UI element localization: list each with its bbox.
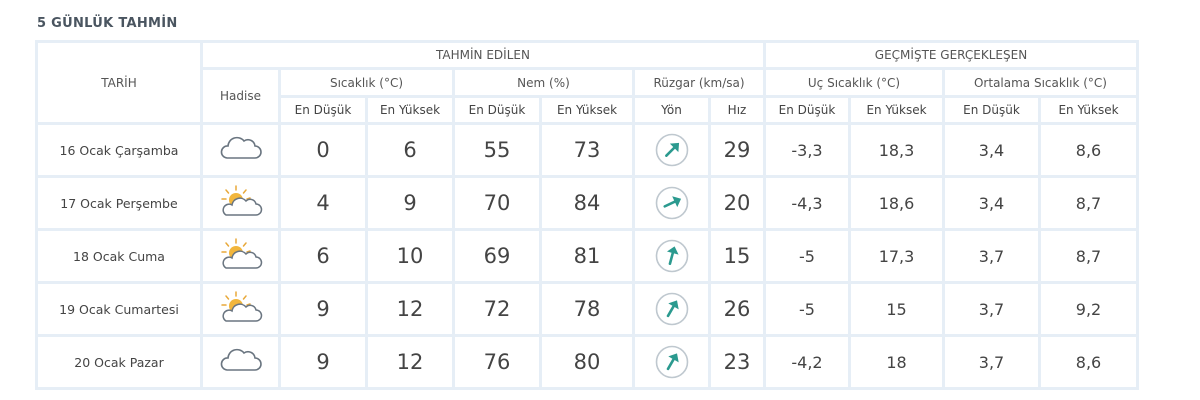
weather-cell (203, 125, 278, 175)
wind-direction-cell (635, 125, 708, 175)
wind-speed: 29 (711, 125, 763, 175)
average-low: 3,4 (945, 178, 1038, 228)
average-low: 3,7 (945, 231, 1038, 281)
humidity-low: 72 (455, 284, 539, 334)
wind-direction-icon (655, 186, 688, 220)
extreme-high: 18,3 (851, 125, 942, 175)
humidity-low: 76 (455, 337, 539, 387)
humidity-high: 73 (542, 125, 632, 175)
temp-high: 9 (368, 178, 452, 228)
humidity-high: 78 (542, 284, 632, 334)
humidity-high: 81 (542, 231, 632, 281)
date-column-header: TARİH (38, 43, 200, 122)
temperature-group-header: Sıcaklık (°C) (281, 70, 452, 95)
temp-high-header: En Yüksek (368, 98, 452, 122)
humidity-low: 69 (455, 231, 539, 281)
humidity-low-header: En Düşük (455, 98, 539, 122)
weather-cell (203, 284, 278, 334)
extreme-low: -3,3 (766, 125, 848, 175)
temp-low: 9 (281, 284, 365, 334)
row-date: 18 Ocak Cuma (38, 231, 200, 281)
extreme-low: -5 (766, 284, 848, 334)
row-date: 17 Ocak Perşembe (38, 178, 200, 228)
extreme-low: -5 (766, 231, 848, 281)
temp-low: 0 (281, 125, 365, 175)
average-low-header: En Düşük (945, 98, 1038, 122)
average-high: 8,7 (1041, 231, 1136, 281)
average-low: 3,4 (945, 125, 1038, 175)
wind-speed: 20 (711, 178, 763, 228)
temp-low: 6 (281, 231, 365, 281)
table-row: 16 Ocak Çarşamba 0 6 55 73 29 -3,3 18,3 … (38, 125, 1136, 175)
forecast-group-header: TAHMİN EDİLEN (203, 43, 763, 67)
temp-high: 12 (368, 337, 452, 387)
temp-low-header: En Düşük (281, 98, 365, 122)
average-high: 8,6 (1041, 125, 1136, 175)
wind-speed: 15 (711, 231, 763, 281)
wind-direction-header: Yön (635, 98, 708, 122)
extreme-high: 17,3 (851, 231, 942, 281)
partly-sunny-icon (219, 184, 263, 222)
wind-speed: 23 (711, 337, 763, 387)
table-row: 20 Ocak Pazar 9 12 76 80 23 -4,2 18 3,7 … (38, 337, 1136, 387)
extreme-high: 18 (851, 337, 942, 387)
wind-group-header: Rüzgar (km/sa) (635, 70, 763, 95)
wind-direction-icon (655, 345, 688, 379)
wind-direction-cell (635, 178, 708, 228)
humidity-high: 80 (542, 337, 632, 387)
temp-low: 4 (281, 178, 365, 228)
temp-low: 9 (281, 337, 365, 387)
humidity-high-header: En Yüksek (542, 98, 632, 122)
temp-high: 12 (368, 284, 452, 334)
partly-sunny-icon (219, 290, 263, 328)
extreme-temp-group-header: Uç Sıcaklık (°C) (766, 70, 942, 95)
average-high: 9,2 (1041, 284, 1136, 334)
average-low: 3,7 (945, 284, 1038, 334)
extreme-low: -4,2 (766, 337, 848, 387)
humidity-low: 70 (455, 178, 539, 228)
humidity-low: 55 (455, 125, 539, 175)
average-high-header: En Yüksek (1041, 98, 1136, 122)
row-date: 19 Ocak Cumartesi (38, 284, 200, 334)
table-row: 19 Ocak Cumartesi 9 12 72 78 26 -5 15 3,… (38, 284, 1136, 334)
extreme-high-header: En Yüksek (851, 98, 942, 122)
average-low: 3,7 (945, 337, 1038, 387)
past-group-header: GEÇMİŞTE GERÇEKLEŞEN (766, 43, 1136, 67)
table-row: 18 Ocak Cuma 6 10 69 81 15 -5 17,3 3,7 8… (38, 231, 1136, 281)
cloud-icon (219, 135, 263, 165)
humidity-high: 84 (542, 178, 632, 228)
average-high: 8,7 (1041, 178, 1136, 228)
wind-direction-icon (655, 292, 688, 326)
wind-direction-icon (655, 239, 688, 273)
temp-high: 6 (368, 125, 452, 175)
temp-high: 10 (368, 231, 452, 281)
wind-direction-cell (635, 337, 708, 387)
wind-direction-icon (655, 133, 688, 167)
extreme-high: 18,6 (851, 178, 942, 228)
page-title: 5 GÜNLÜK TAHMİN (37, 16, 178, 31)
hadise-column-header: Hadise (203, 70, 278, 122)
average-high: 8,6 (1041, 337, 1136, 387)
forecast-table: TARİH TAHMİN EDİLEN GEÇMİŞTE GERÇEKLEŞEN… (35, 40, 1139, 390)
row-date: 20 Ocak Pazar (38, 337, 200, 387)
extreme-high: 15 (851, 284, 942, 334)
weather-cell (203, 231, 278, 281)
weather-cell (203, 337, 278, 387)
extreme-low: -4,3 (766, 178, 848, 228)
wind-direction-cell (635, 231, 708, 281)
average-temp-group-header: Ortalama Sıcaklık (°C) (945, 70, 1136, 95)
partly-sunny-icon (219, 237, 263, 275)
table-row: 17 Ocak Perşembe 4 9 70 84 20 -4,3 18,6 … (38, 178, 1136, 228)
wind-speed: 26 (711, 284, 763, 334)
weather-cell (203, 178, 278, 228)
extreme-low-header: En Düşük (766, 98, 848, 122)
cloud-icon (219, 347, 263, 377)
humidity-group-header: Nem (%) (455, 70, 632, 95)
row-date: 16 Ocak Çarşamba (38, 125, 200, 175)
wind-speed-header: Hız (711, 98, 763, 122)
wind-direction-cell (635, 284, 708, 334)
